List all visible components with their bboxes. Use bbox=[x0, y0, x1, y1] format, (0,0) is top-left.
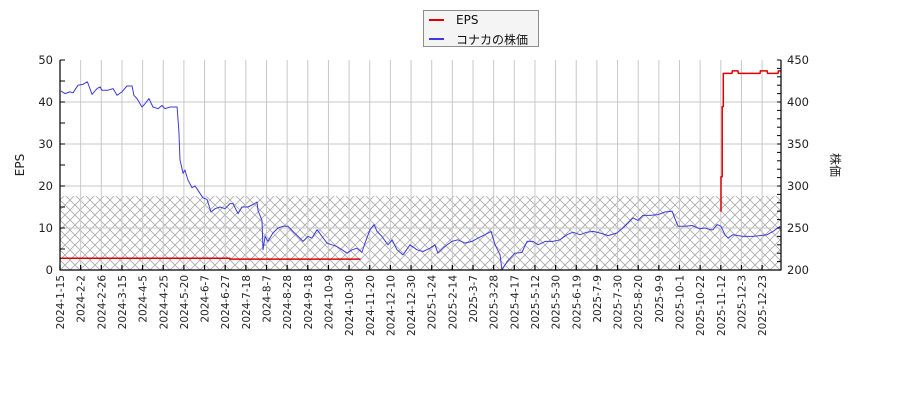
right-tick-label: 300 bbox=[787, 179, 809, 193]
left-tick-label: 40 bbox=[38, 95, 53, 109]
left-y-axis-ticks: 0 10 20 30 40 50 bbox=[38, 53, 65, 277]
x-tick-label: 2025-7-30 bbox=[613, 275, 625, 329]
x-tick-label: 2025-7-9 bbox=[592, 275, 604, 323]
left-tick-label: 20 bbox=[38, 179, 53, 193]
series-lines bbox=[60, 70, 781, 270]
x-tick-label: 2025-12-3 bbox=[736, 275, 748, 329]
x-tick-label: 2025-3-28 bbox=[489, 275, 501, 329]
x-tick-label: 2025-8-20 bbox=[633, 275, 645, 329]
right-tick-label: 350 bbox=[787, 137, 809, 151]
x-tick-label: 2024-10-9 bbox=[323, 275, 335, 329]
x-tick-label: 2025-4-17 bbox=[509, 275, 521, 329]
right-tick-label: 400 bbox=[787, 95, 809, 109]
x-tick-label: 2024-2-26 bbox=[96, 275, 108, 330]
right-tick-label: 450 bbox=[787, 53, 809, 67]
eps-line bbox=[60, 257, 361, 260]
x-tick-label: 2024-12-10 bbox=[385, 275, 397, 336]
x-tick-label: 2024-3-15 bbox=[117, 275, 129, 329]
x-tick-label: 2024-4-5 bbox=[138, 275, 150, 323]
x-tick-label: 2024-8-28 bbox=[282, 275, 294, 329]
left-tick-label: 10 bbox=[38, 221, 53, 235]
x-tick-label: 2025-11-12 bbox=[716, 275, 728, 336]
x-tick-label: 2025-5-12 bbox=[530, 275, 542, 329]
right-tick-label: 250 bbox=[787, 221, 809, 235]
x-tick-label: 2024-7-18 bbox=[241, 275, 253, 329]
legend-label-stock-price: コナカの株価 bbox=[456, 32, 529, 47]
x-tick-label: 2024-6-7 bbox=[200, 275, 212, 323]
x-tick-label: 2025-12-23 bbox=[757, 275, 769, 336]
x-tick-label: 2025-2-14 bbox=[447, 275, 459, 330]
right-tick-label: 200 bbox=[787, 263, 809, 277]
right-y-axis-ticks: 200 250 300 350 400 450 bbox=[777, 53, 809, 277]
eps-line-swatch-icon bbox=[429, 19, 444, 21]
legend: EPS コナカの株価 bbox=[423, 10, 539, 47]
x-tick-label: 2024-10-30 bbox=[344, 275, 356, 336]
x-tick-label: 2024-6-27 bbox=[220, 275, 232, 329]
legend-item-eps: EPS bbox=[424, 11, 478, 29]
x-tick-label: 2024-5-20 bbox=[179, 275, 191, 329]
left-tick-label: 30 bbox=[38, 137, 53, 151]
x-tick-label: 2024-12-30 bbox=[406, 275, 418, 336]
x-tick-label: 2024-1-15 bbox=[55, 275, 67, 329]
stock-price-line bbox=[60, 81, 781, 270]
legend-label-eps: EPS bbox=[456, 13, 479, 27]
x-tick-label: 2025-9-9 bbox=[654, 275, 666, 323]
x-tick-label: 2025-1-24 bbox=[427, 275, 439, 330]
x-tick-label: 2024-8-7 bbox=[262, 275, 274, 323]
x-tick-label: 2024-4-25 bbox=[158, 275, 170, 329]
eps-line bbox=[720, 70, 781, 212]
x-tick-label: 2024-11-20 bbox=[365, 275, 377, 336]
grid-lines bbox=[60, 60, 781, 270]
x-axis-ticks: 2024-1-15 2024-2-2 2024-2-26 2024-3-15 2024-… bbox=[55, 265, 769, 336]
x-tick-label: 2025-10-22 bbox=[695, 275, 707, 336]
left-tick-label: 0 bbox=[46, 263, 53, 277]
price-line-swatch-icon bbox=[429, 38, 444, 40]
x-tick-label: 2025-5-30 bbox=[551, 275, 563, 329]
right-axis-title: 株価 bbox=[828, 153, 843, 177]
x-tick-label: 2025-3-7 bbox=[468, 275, 480, 323]
x-tick-label: 2024-9-18 bbox=[303, 275, 315, 329]
x-tick-label: 2024-2-2 bbox=[76, 275, 88, 323]
x-tick-label: 2025-6-19 bbox=[571, 275, 583, 329]
x-tick-label: 2025-10-1 bbox=[675, 275, 687, 329]
left-axis-title: EPS bbox=[13, 154, 27, 176]
legend-item-stock-price: コナカの株価 bbox=[424, 30, 528, 48]
left-tick-label: 50 bbox=[38, 53, 53, 67]
